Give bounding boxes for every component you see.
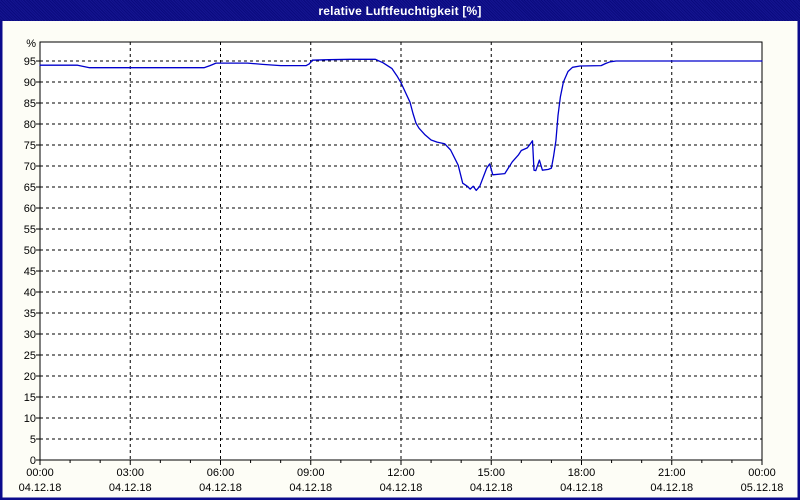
y-tick-label: 25: [24, 350, 36, 362]
x-axis-labels: 00:00 04.12.18 03:00 04.12.18 06:00 04.12.18 0…: [19, 467, 784, 494]
x-tick-date-label: 05.12.18: [741, 482, 784, 494]
x-tick-time-label: 21:00: [658, 467, 686, 479]
x-tick-date-label: 04.12.18: [289, 482, 332, 494]
x-tick-time-label: 00:00: [26, 467, 54, 479]
gridlines: [40, 42, 762, 460]
chart-title: relative Luftfeuchtigkeit [%]: [318, 3, 482, 18]
x-tick-date-label: 04.12.18: [109, 482, 152, 494]
x-tick-date-label: 04.12.18: [199, 482, 242, 494]
y-axis-labels: % 0 5 10 15 20 25 30 35 40 45 50 55 60 65 70 75 80 85 90 95: [24, 38, 36, 467]
x-tick-date-label: 04.12.18: [19, 482, 62, 494]
x-tick-time-label: 03:00: [116, 467, 144, 479]
y-tick-label: 70: [24, 161, 36, 173]
y-tick-label: 80: [24, 119, 36, 131]
humidity-series-line: [39, 58, 763, 192]
x-tick-time-label: 09:00: [297, 467, 325, 479]
axis-ticks: [36, 60, 763, 465]
y-tick-label: 35: [24, 308, 36, 320]
y-tick-label: 95: [24, 56, 36, 68]
chart-title-bar: relative Luftfeuchtigkeit [%]: [0, 0, 800, 21]
y-tick-label: 75: [24, 140, 36, 152]
y-tick-label: 20: [24, 371, 36, 383]
y-tick-label: 10: [24, 413, 36, 425]
y-tick-label: 65: [24, 182, 36, 194]
y-tick-label: 15: [24, 392, 36, 404]
x-tick-date-label: 04.12.18: [470, 482, 513, 494]
x-tick-time-label: 15:00: [477, 467, 505, 479]
y-tick-label: 90: [24, 77, 36, 89]
y-tick-label: 85: [24, 98, 36, 110]
y-tick-label: 45: [24, 266, 36, 278]
y-tick-label: 40: [24, 287, 36, 299]
x-tick-time-label: 12:00: [387, 467, 415, 479]
x-tick-time-label: 06:00: [207, 467, 235, 479]
y-tick-label: 0: [30, 455, 36, 467]
x-tick-date-label: 04.12.18: [650, 482, 693, 494]
y-tick-label: 50: [24, 245, 36, 257]
y-axis-unit-label: %: [26, 38, 36, 50]
x-tick-time-label: 18:00: [568, 467, 596, 479]
x-tick-date-label: 04.12.18: [380, 482, 423, 494]
x-tick-time-label: 00:00: [748, 467, 776, 479]
x-tick-date-label: 04.12.18: [560, 482, 603, 494]
y-tick-label: 30: [24, 329, 36, 341]
y-tick-label: 5: [30, 434, 36, 446]
y-tick-label: 55: [24, 224, 36, 236]
y-tick-label: 60: [24, 203, 36, 215]
